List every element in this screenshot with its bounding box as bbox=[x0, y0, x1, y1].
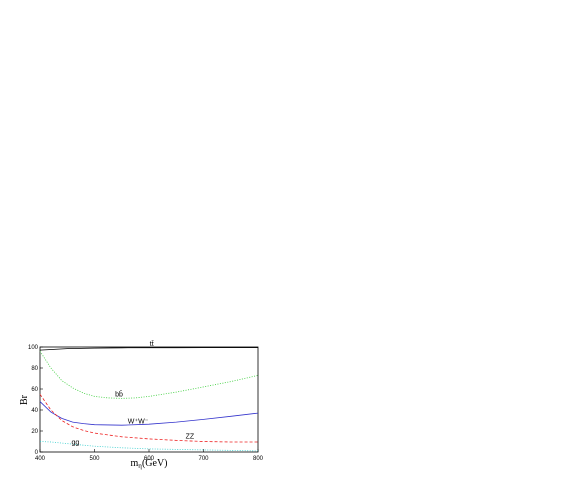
y-tick-label: 0 bbox=[35, 450, 39, 456]
series-label-3: ZZ bbox=[186, 433, 195, 440]
y-tick-label: 20 bbox=[31, 429, 38, 435]
x-tick-label: 600 bbox=[144, 456, 155, 462]
series-line-2 bbox=[39, 401, 259, 426]
series-line-0 bbox=[39, 347, 258, 351]
series-line-1 bbox=[39, 350, 259, 399]
x-axis-title-main: m bbox=[131, 458, 139, 469]
series-label-1: bb̄ bbox=[115, 390, 123, 398]
series-label-4: gg bbox=[72, 440, 80, 447]
series-label-0: tt̄ bbox=[150, 340, 154, 348]
series-line-4 bbox=[39, 441, 259, 452]
y-axis-ticks: 0 20 40 60 80 100 bbox=[28, 345, 43, 456]
x-tick-label: 500 bbox=[89, 456, 100, 462]
y-tick-label: 80 bbox=[31, 366, 38, 372]
series-label-2: W⁺W⁻ bbox=[128, 419, 149, 426]
x-tick-label: 700 bbox=[198, 456, 209, 462]
y-tick-label: 100 bbox=[28, 345, 39, 351]
x-tick-label: 800 bbox=[253, 456, 264, 462]
series-line-3 bbox=[39, 394, 258, 443]
series-labels: tt̄ bb̄ W⁺W⁻ ZZ gg bbox=[72, 340, 195, 447]
x-axis-title-unit: (GeV) bbox=[142, 458, 168, 469]
x-tick-label: 400 bbox=[35, 456, 46, 462]
plot-frame bbox=[39, 346, 259, 453]
y-tick-label: 40 bbox=[31, 408, 38, 414]
series-lines bbox=[39, 347, 259, 452]
y-tick-label: 60 bbox=[31, 387, 38, 393]
x-axis-title: mη(GeV) bbox=[131, 458, 168, 470]
x-axis-title-subscript: η bbox=[138, 462, 142, 470]
x-axis-ticks: 400 500 600 700 800 bbox=[35, 449, 264, 462]
y-axis-title: Br bbox=[19, 394, 30, 405]
